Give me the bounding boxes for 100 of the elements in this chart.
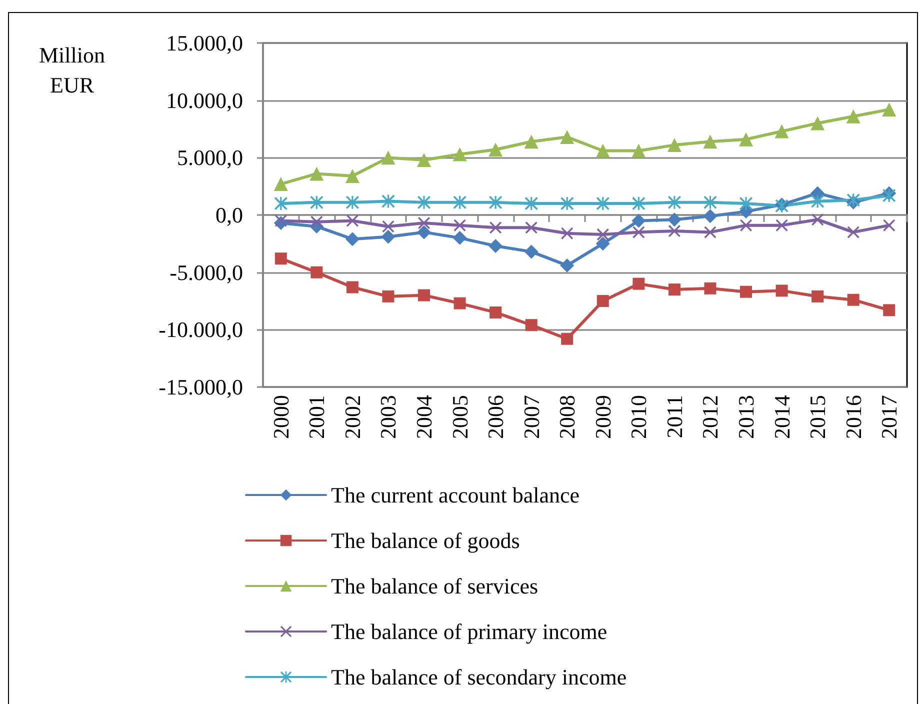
x-tick-label: 2003: [376, 395, 401, 439]
point: [847, 294, 860, 306]
point: [488, 142, 503, 157]
point: [381, 230, 396, 244]
point: [596, 197, 610, 210]
point: [740, 286, 752, 298]
point: [524, 244, 538, 259]
point: [524, 134, 538, 149]
point: [596, 236, 610, 251]
point: [667, 212, 682, 227]
point: [668, 225, 680, 238]
point: [274, 214, 287, 227]
point: [632, 144, 646, 158]
point: [453, 196, 466, 209]
y-tick-label: 10.000,0: [166, 88, 243, 113]
point: [776, 219, 788, 232]
x-tick-label: 2017: [876, 395, 902, 439]
point: [382, 290, 394, 302]
legend-label: The balance of primary income: [331, 619, 608, 644]
point: [452, 147, 467, 162]
point: [310, 166, 324, 181]
x-tick-label: 2005: [447, 395, 472, 439]
point: [812, 214, 824, 226]
point: [883, 219, 896, 232]
point: [882, 189, 896, 202]
point: [490, 222, 502, 234]
point: [310, 266, 323, 278]
y-axis-title: Million EUR: [38, 42, 106, 98]
point: [490, 306, 502, 318]
point: [740, 197, 752, 210]
point: [417, 225, 431, 240]
point: [560, 130, 574, 144]
x-tick-label: 2000: [268, 395, 294, 439]
point: [740, 219, 752, 232]
x-tick-label: 2015: [805, 395, 830, 439]
x-tick-label: 2013: [734, 395, 758, 439]
point: [810, 116, 825, 130]
point: [704, 282, 716, 294]
y-tick-label: 0,0: [216, 202, 243, 228]
legend-label: The balance of goods: [331, 528, 520, 553]
point: [703, 209, 718, 224]
point: [561, 332, 574, 345]
point: [703, 134, 718, 149]
x-tick-label: 2001: [304, 395, 330, 439]
x-tick-label: 2010: [626, 395, 652, 439]
point: [381, 150, 396, 165]
point: [668, 196, 681, 209]
point: [846, 109, 860, 124]
point: [346, 281, 358, 294]
point: [382, 220, 394, 232]
point: [596, 295, 609, 307]
point: [454, 297, 466, 310]
point: [883, 304, 896, 316]
point: [310, 196, 324, 209]
point: [632, 278, 645, 290]
x-tick-label: 2008: [554, 395, 580, 439]
legend-label: The balance of services: [331, 574, 538, 598]
x-tick-label: 2011: [662, 395, 687, 438]
y-tick-label: -10.000,0: [158, 317, 243, 342]
point: [524, 197, 538, 210]
point: [776, 284, 788, 297]
x-tick-label: 2009: [590, 395, 616, 439]
point: [632, 214, 646, 228]
point: [274, 177, 288, 192]
point: [418, 289, 430, 302]
x-tick-label: 2006: [483, 395, 508, 439]
y-tick-label: 15.000,0: [166, 30, 243, 56]
point: [846, 194, 860, 207]
legend-label: The balance of secondary income: [331, 664, 627, 690]
legend-label: The current account balance: [331, 482, 580, 508]
point: [382, 194, 395, 208]
point: [704, 196, 717, 209]
point: [310, 216, 323, 228]
x-tick-label: 2002: [340, 395, 365, 439]
x-tick-label: 2016: [840, 395, 866, 439]
point: [417, 152, 431, 167]
y-tick-label: -5.000,0: [170, 260, 243, 285]
point: [346, 196, 359, 209]
point: [274, 252, 287, 265]
x-tick-label: 2007: [518, 395, 544, 439]
point: [525, 319, 538, 332]
point: [560, 258, 574, 272]
point: [739, 132, 753, 146]
x-tick-label: 2004: [412, 395, 436, 439]
y-tick-label: 5.000,0: [177, 145, 243, 170]
point: [667, 138, 682, 152]
point: [274, 197, 288, 210]
point: [632, 197, 646, 210]
point: [418, 196, 430, 209]
point: [882, 102, 896, 117]
point: [345, 169, 360, 184]
point: [668, 284, 680, 296]
point: [452, 230, 467, 245]
point: [812, 290, 824, 302]
point: [488, 238, 503, 253]
point: [596, 228, 609, 240]
x-tick-label: 2014: [769, 395, 794, 439]
point: [561, 227, 574, 240]
point: [704, 226, 716, 238]
point: [596, 144, 610, 158]
